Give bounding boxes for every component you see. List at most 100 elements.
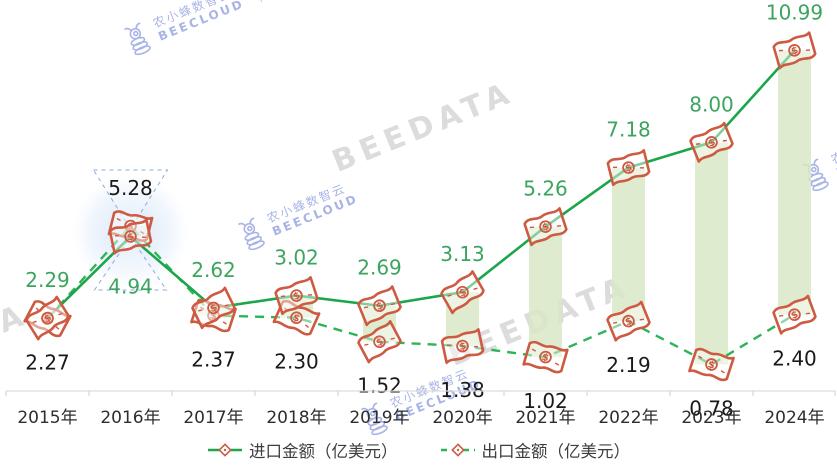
- x-axis-label-2018年: 2018年: [266, 408, 326, 428]
- banknote-outline: [772, 294, 817, 335]
- dollar-sign: $: [42, 312, 54, 325]
- banknote-outline: [522, 340, 569, 374]
- import-value-label-2015年: 2.29: [25, 268, 70, 292]
- banknote-detail: [612, 318, 645, 324]
- dollar-sign: $: [208, 302, 219, 315]
- banknote-detail: [364, 337, 395, 346]
- banknote-circle: [539, 220, 552, 233]
- import-line-series: [46, 49, 796, 319]
- banknote-detail: [446, 344, 479, 348]
- banknote-outline: [107, 210, 154, 242]
- export-value-label-2016年: 5.28: [108, 176, 153, 200]
- data-point-import-2023年[interactable]: $: [689, 121, 734, 163]
- data-point-export-2022年[interactable]: $: [606, 300, 651, 342]
- data-point-import-2015年[interactable]: $: [24, 295, 70, 341]
- dollar-sign: $: [790, 309, 800, 322]
- dollar-sign: $: [126, 221, 135, 233]
- banknote-detail: [695, 139, 728, 145]
- banknote-outline: [772, 31, 817, 70]
- data-point-import-2021年[interactable]: $: [523, 207, 568, 247]
- import-value-label-2017年: 2.62: [191, 258, 236, 282]
- banknote-circle: [456, 339, 469, 353]
- data-point-export-2023年[interactable]: $: [688, 346, 735, 382]
- export-value-label-2021年: 1.02: [523, 389, 568, 413]
- legend-label-export: 出口金额（亿美元）: [481, 442, 631, 461]
- dollar-sign: $: [790, 45, 800, 58]
- banknote-circle: [373, 335, 386, 349]
- dollar-sign: $: [541, 221, 551, 234]
- solid-line-diamond-icon: [208, 443, 242, 457]
- banknote-detail: [198, 304, 229, 312]
- dollar-sign: $: [375, 300, 386, 313]
- dollar-sign: $: [457, 287, 469, 300]
- x-axis-label-2022年: 2022年: [598, 408, 658, 428]
- data-point-import-2019年[interactable]: $: [357, 285, 402, 327]
- x-axis-label-2015年: 2015年: [17, 408, 77, 428]
- data-point-export-2024年[interactable]: $: [772, 294, 817, 335]
- import-value-label-2021年: 5.26: [523, 177, 568, 201]
- gap-bar-2023年: [695, 142, 728, 365]
- gap-bar-2017年: [197, 307, 230, 316]
- chart-legend: 进口金额（亿美元） 出口金额（亿美元）: [0, 438, 837, 462]
- dollar-sign: $: [706, 359, 716, 372]
- banknote-detail: [531, 348, 560, 366]
- export-value-label-2015年: 2.27: [25, 351, 70, 375]
- x-axis-label-2016年: 2016年: [100, 408, 160, 428]
- banknote-detail: [612, 166, 645, 169]
- banknote-circle: [705, 136, 718, 149]
- legend-item-export[interactable]: 出口金额（亿美元）: [440, 438, 631, 462]
- export-value-label-2020年: 1.38: [440, 378, 485, 402]
- dollar-sign: $: [374, 336, 385, 349]
- data-point-export-2021年[interactable]: $: [522, 339, 569, 374]
- gap-bar-2022年: [612, 167, 645, 322]
- export-value-label-2017年: 2.37: [191, 348, 236, 372]
- data-point-import-2020年[interactable]: $: [440, 270, 486, 315]
- data-point-import-2016年[interactable]: $: [108, 218, 153, 255]
- dollar-sign: $: [624, 316, 635, 329]
- banknote-circle: [788, 44, 801, 57]
- banknote-outline: [606, 149, 651, 187]
- x-axis-label-2020年: 2020年: [432, 408, 492, 428]
- export-value-label-2022年: 2.19: [606, 353, 651, 377]
- data-point-import-2024年[interactable]: $: [772, 31, 817, 70]
- banknote-outline: [191, 286, 236, 330]
- export-value-label-2023年: 0.78: [689, 396, 734, 420]
- export-line-series: [46, 224, 796, 366]
- x-axis-label-2017年: 2017年: [183, 408, 243, 428]
- gap-bar-2021年: [529, 226, 562, 358]
- banknote-outline: [23, 300, 72, 338]
- export-value-label-2024年: 2.40: [772, 347, 817, 371]
- import-value-label-2018年: 3.02: [274, 246, 319, 270]
- data-point-export-2017年[interactable]: $: [190, 297, 237, 333]
- banknote-detail: [114, 235, 147, 238]
- data-point-export-2016年[interactable]: $: [107, 209, 154, 243]
- banknote-outline: [108, 218, 153, 255]
- legend-item-import[interactable]: 进口金额（亿美元）: [207, 438, 398, 462]
- dollar-sign: $: [208, 310, 218, 323]
- data-point-export-2018年[interactable]: $: [272, 298, 321, 337]
- banknote-circle: [622, 314, 635, 328]
- x-axis-label-2024年: 2024年: [764, 408, 824, 428]
- data-point-export-2020年[interactable]: $: [440, 328, 485, 365]
- data-point-export-2019年[interactable]: $: [357, 320, 403, 364]
- data-point-import-2022年[interactable]: $: [606, 149, 651, 187]
- banknote-circle: [290, 289, 303, 302]
- banknote-detail: [280, 294, 313, 298]
- banknote-circle: [373, 299, 386, 313]
- highlight-triangle-bottom: [93, 236, 168, 291]
- data-point-import-2017年[interactable]: $: [191, 286, 237, 330]
- banknote-detail: [778, 49, 811, 52]
- data-point-import-2018年[interactable]: $: [274, 276, 319, 316]
- import-value-label-2022年: 7.18: [606, 118, 651, 142]
- banknote-outline: [689, 121, 734, 163]
- banknote-detail: [698, 355, 725, 374]
- banknote-circle: [539, 350, 552, 364]
- dollar-sign: $: [707, 137, 718, 150]
- banknote-outline: [274, 276, 319, 316]
- dollar-sign: $: [624, 162, 633, 174]
- import-value-label-2023年: 8.00: [689, 92, 734, 116]
- banknote-detail: [200, 306, 227, 325]
- banknote-outline: [357, 320, 402, 364]
- banknote-outline: [523, 207, 568, 247]
